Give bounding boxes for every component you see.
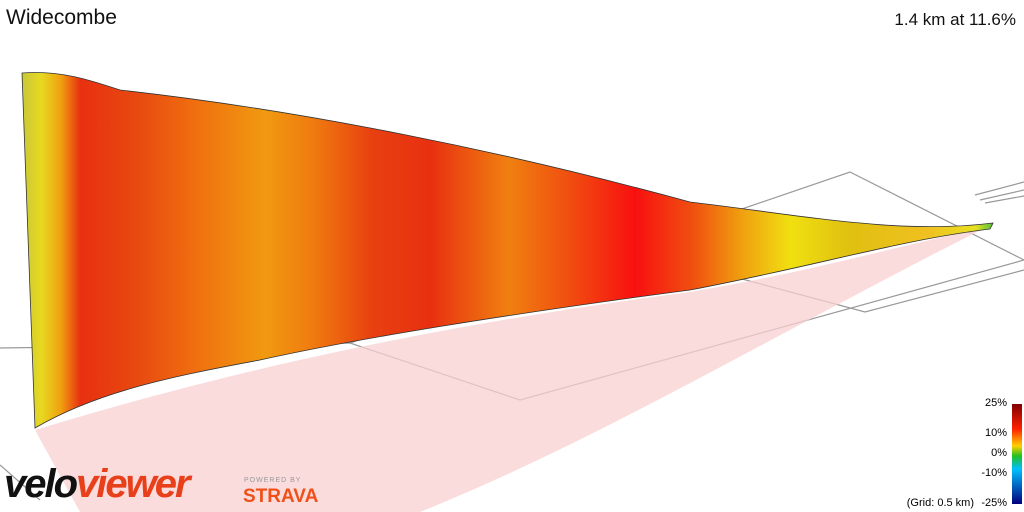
legend-label: -25% bbox=[981, 497, 1007, 509]
powered-by: POWERED BY bbox=[244, 477, 302, 484]
strava: STRAVA bbox=[243, 486, 319, 507]
logo-viewer: viewer bbox=[76, 462, 191, 506]
legend-label: 25% bbox=[984, 397, 1007, 409]
title: Widecombe bbox=[6, 6, 117, 29]
color-scale bbox=[1012, 404, 1022, 504]
summary: 1.4 km at 11.6% bbox=[894, 10, 1016, 29]
logo-velo: velo bbox=[4, 462, 78, 506]
grid-note: (Grid: 0.5 km) bbox=[906, 497, 974, 509]
ribbon bbox=[21, 72, 994, 429]
shadow bbox=[35, 224, 993, 512]
legend-label: 0% bbox=[991, 447, 1007, 459]
legend-label: 10% bbox=[984, 427, 1007, 439]
logo: veloviewer bbox=[4, 462, 191, 507]
legend-label: -10% bbox=[981, 467, 1007, 479]
